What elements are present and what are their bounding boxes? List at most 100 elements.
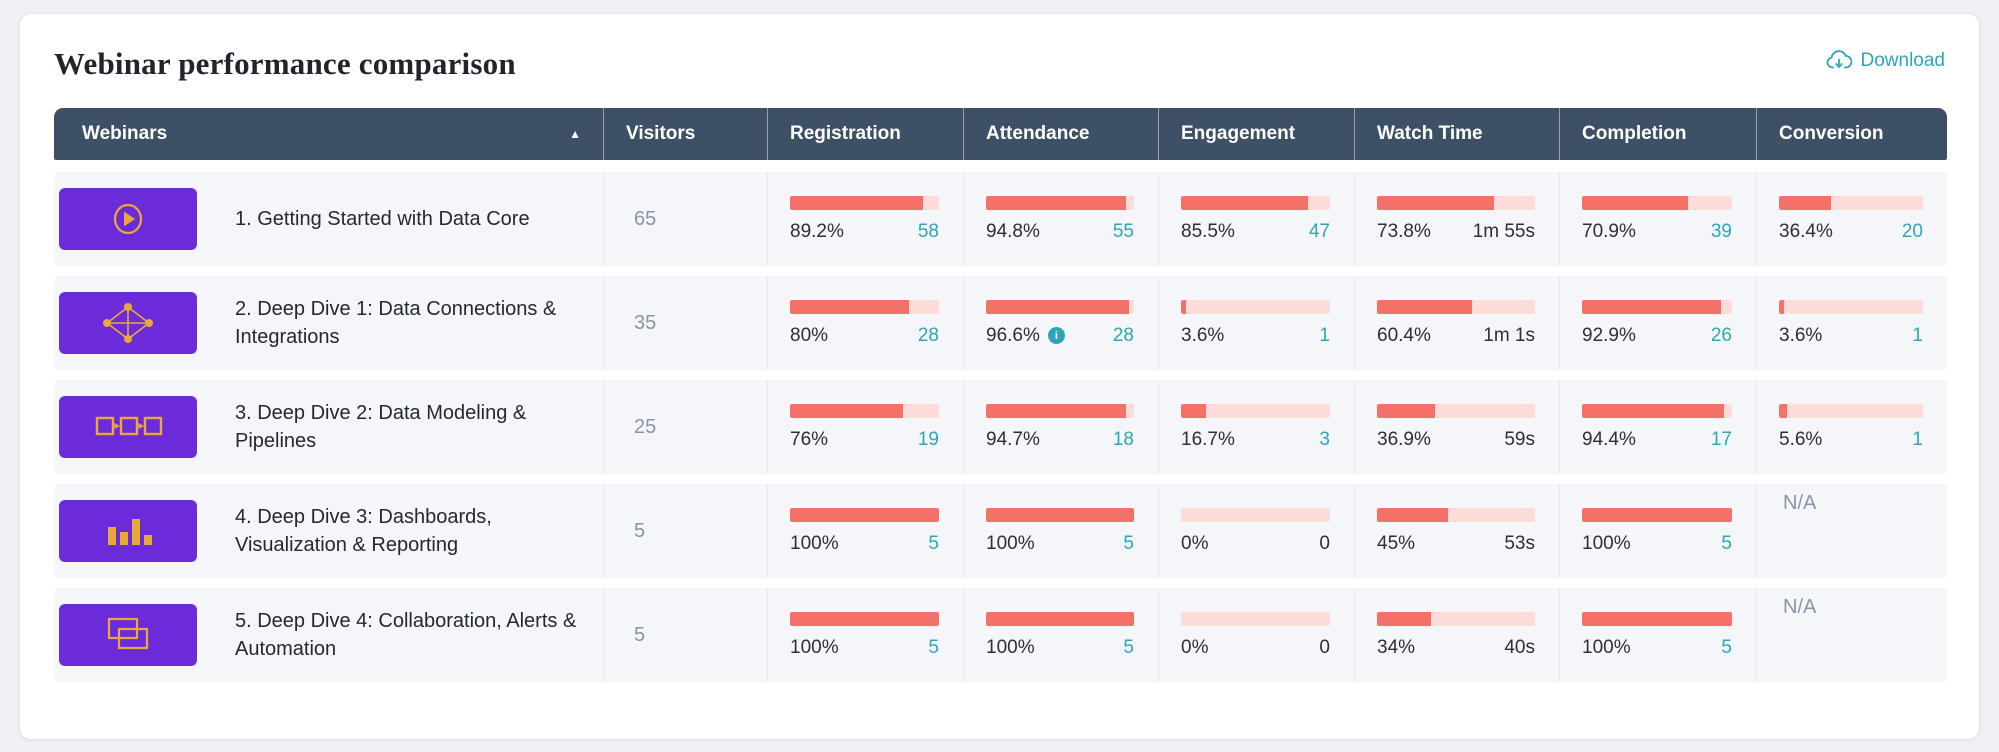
webinar-cell[interactable]: 3. Deep Dive 2: Data Modeling & Pipeline… [54, 380, 603, 474]
metric-value: 17 [1710, 428, 1732, 450]
metric: 73.8% 1m 55s [1377, 195, 1535, 243]
progress-bar-fill [1377, 195, 1494, 210]
metric-percent: 0% [1181, 636, 1209, 658]
metric: 100% 5 [790, 611, 939, 659]
metric: 45% 53s [1377, 507, 1535, 555]
completion-cell: 100% 5 [1559, 484, 1756, 578]
metric: 3.6% 1 [1181, 299, 1330, 347]
metric-value: 18 [1112, 428, 1134, 450]
webinar-performance-card: Webinar performance comparison Download … [19, 13, 1980, 740]
progress-bar [1377, 299, 1535, 314]
webinar-cell[interactable]: 4. Deep Dive 3: Dashboards, Visualizatio… [54, 484, 603, 578]
metric-value: 1m 55s [1472, 220, 1535, 242]
progress-bar-fill [1181, 299, 1187, 314]
metric: 5.6% 1 [1779, 403, 1923, 451]
progress-bar [1582, 507, 1732, 522]
metric-percent: 94.8% [986, 220, 1040, 242]
windows-icon [107, 617, 149, 650]
table-body: 1. Getting Started with Data Core 65 89.… [54, 172, 1947, 682]
table-row[interactable]: 2. Deep Dive 1: Data Connections & Integ… [54, 276, 1947, 370]
table-row[interactable]: 5. Deep Dive 4: Collaboration, Alerts & … [54, 588, 1947, 682]
metric-value: 39 [1710, 220, 1732, 242]
cloud-download-icon [1826, 50, 1852, 69]
download-button[interactable]: Download [1826, 50, 1945, 72]
progress-bar [1377, 611, 1535, 626]
metric-value: 0 [1319, 532, 1330, 554]
column-label: Completion [1582, 123, 1687, 144]
metric: 0% 0 [1181, 611, 1330, 659]
metric-value: 5 [1123, 532, 1134, 554]
webinar-cell[interactable]: 1. Getting Started with Data Core [54, 172, 603, 266]
progress-bar [790, 299, 939, 314]
progress-bar [1377, 403, 1535, 418]
metric: 85.5% 47 [1181, 195, 1330, 243]
progress-bar [986, 299, 1134, 314]
metric: 36.9% 59s [1377, 403, 1535, 451]
metric-percent: 96.6% [986, 324, 1040, 346]
metric: 100% 5 [1582, 611, 1732, 659]
progress-bar-fill [1582, 299, 1722, 314]
progress-bar-fill [986, 611, 1134, 626]
progress-bar [1181, 507, 1330, 522]
column-header-watch-time[interactable]: Watch Time [1354, 108, 1559, 160]
webinar-cell[interactable]: 2. Deep Dive 1: Data Connections & Integ… [54, 276, 603, 370]
webinar-cell[interactable]: 5. Deep Dive 4: Collaboration, Alerts & … [54, 588, 603, 682]
metric-percent: 94.4% [1582, 428, 1636, 450]
column-header-visitors[interactable]: Visitors [603, 108, 767, 160]
progress-bar-fill [1181, 195, 1309, 210]
na-value: N/A [1783, 596, 1817, 618]
metric-value: 55 [1112, 220, 1134, 242]
metric-percent: 3.6% [1779, 324, 1823, 346]
table-row[interactable]: 4. Deep Dive 3: Dashboards, Visualizatio… [54, 484, 1947, 578]
metric-percent: 60.4% [1377, 324, 1431, 346]
column-header-attendance[interactable]: Attendance [963, 108, 1158, 160]
metric: 16.7% 3 [1181, 403, 1330, 451]
metric-value: 5 [1123, 636, 1134, 658]
metric-percent: 73.8% [1377, 220, 1431, 242]
progress-bar [1582, 299, 1732, 314]
metric: 76% 19 [790, 403, 939, 451]
metric-value: 59s [1504, 428, 1535, 450]
metric: 34% 40s [1377, 611, 1535, 659]
metric-percent: 76% [790, 428, 829, 450]
visitors-count: 5 [634, 623, 646, 646]
progress-bar-fill [790, 195, 923, 210]
metric: 0% 0 [1181, 507, 1330, 555]
progress-bar [1181, 195, 1330, 210]
metric-percent: 85.5% [1181, 220, 1235, 242]
sort-asc-icon[interactable]: ▲ [569, 127, 581, 141]
visitors-count: 65 [634, 207, 657, 230]
completion-cell: 70.9% 39 [1559, 172, 1756, 266]
metric-value: 58 [917, 220, 939, 242]
metric-percent: 92.9% [1582, 324, 1636, 346]
progress-bar-fill [790, 403, 904, 418]
card-header: Webinar performance comparison Download [54, 44, 1945, 84]
webinar-thumbnail [59, 188, 197, 250]
column-header-registration[interactable]: Registration [767, 108, 963, 160]
progress-bar [1779, 195, 1923, 210]
metric-percent: 36.4% [1779, 220, 1833, 242]
column-header-conversion[interactable]: Conversion [1756, 108, 1947, 160]
webinar-title: 3. Deep Dive 2: Data Modeling & Pipeline… [235, 402, 527, 452]
column-header-completion[interactable]: Completion [1559, 108, 1756, 160]
metric-value: 40s [1504, 636, 1535, 658]
visitors-cell: 35 [603, 276, 767, 370]
column-header-webinars[interactable]: Webinars ▲ [54, 108, 603, 160]
comparison-table: Webinars ▲ Visitors Registration Attenda… [54, 108, 1947, 682]
table-row[interactable]: 1. Getting Started with Data Core 65 89.… [54, 172, 1947, 266]
metric-percent: 0% [1181, 532, 1209, 554]
metric-percent: 100% [986, 636, 1035, 658]
progress-bar [790, 403, 939, 418]
metric-percent: 36.9% [1377, 428, 1431, 450]
progress-bar-fill [1582, 403, 1724, 418]
webinar-thumbnail [59, 604, 197, 666]
progress-bar-fill [1582, 195, 1689, 210]
metric-percent: 94.7% [986, 428, 1040, 450]
registration-cell: 89.2% 58 [767, 172, 963, 266]
metric-percent: 80% [790, 324, 829, 346]
table-row[interactable]: 3. Deep Dive 2: Data Modeling & Pipeline… [54, 380, 1947, 474]
info-icon[interactable]: i [1047, 327, 1065, 344]
progress-bar-fill [986, 299, 1129, 314]
progress-bar-fill [1181, 403, 1206, 418]
column-header-engagement[interactable]: Engagement [1158, 108, 1354, 160]
